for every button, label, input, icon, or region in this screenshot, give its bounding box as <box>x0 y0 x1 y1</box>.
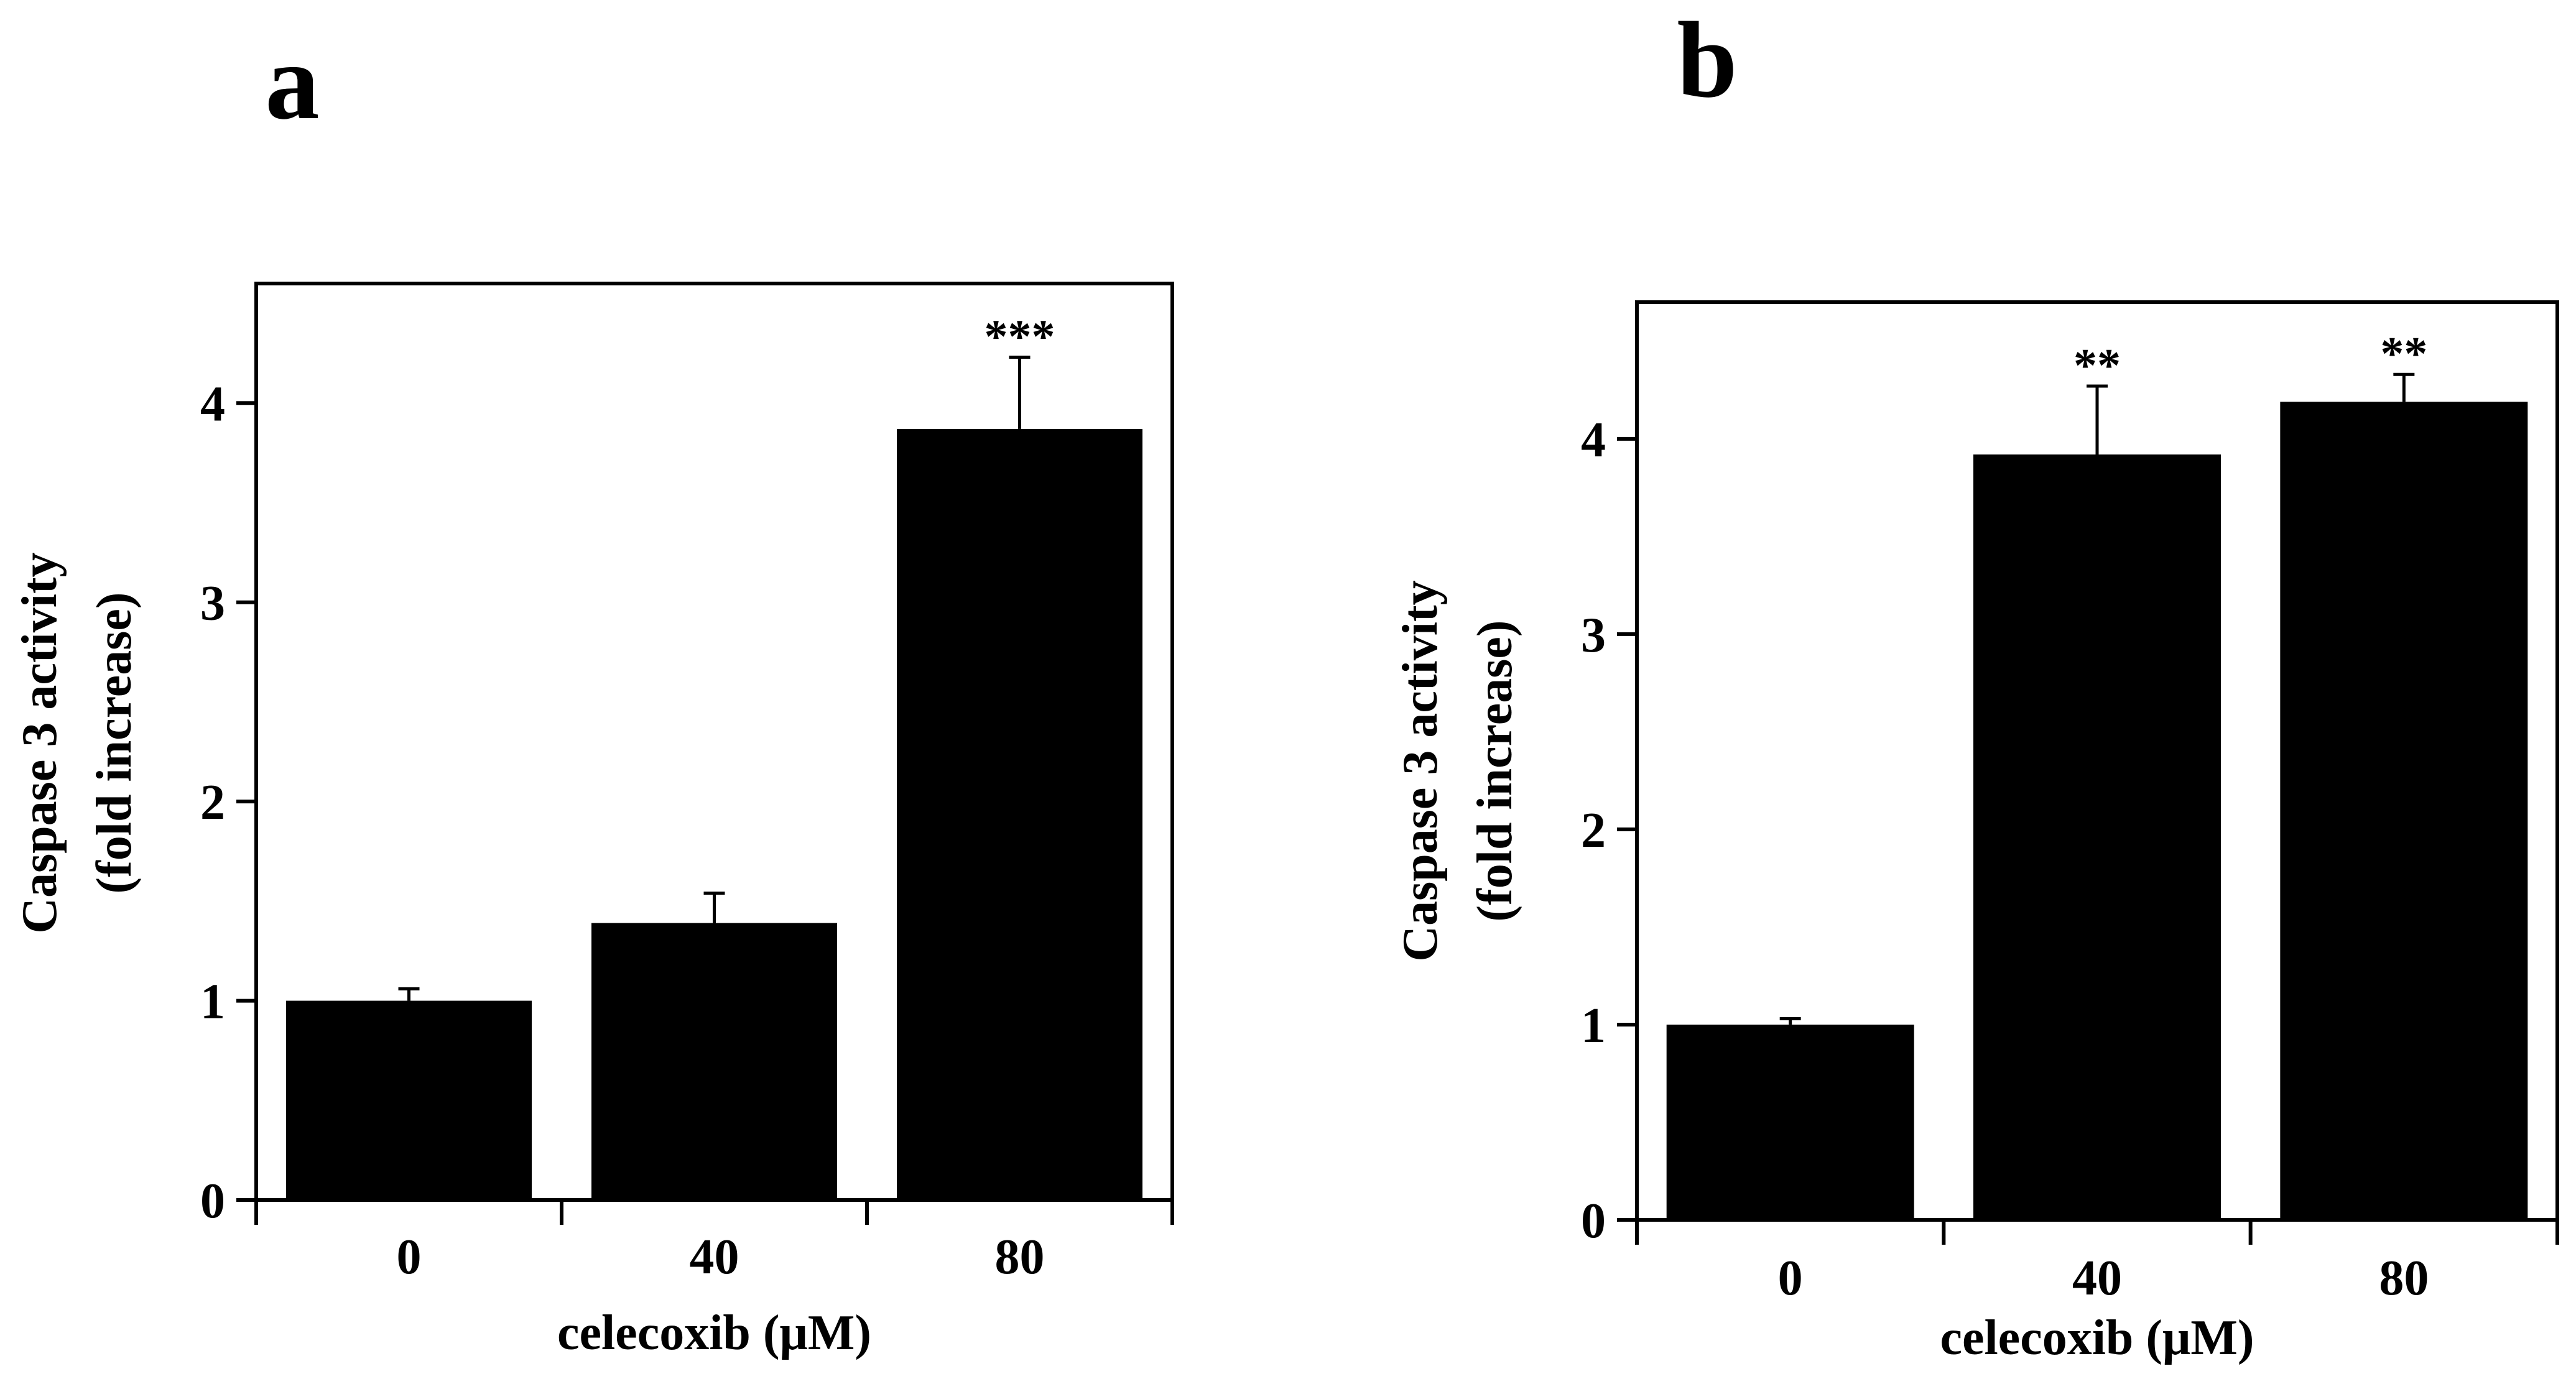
significance-marker: ** <box>2380 328 2427 380</box>
y-axis-label-units: (fold increase) <box>1468 620 1522 921</box>
x-tick-label: 80 <box>995 1230 1045 1285</box>
bar <box>1666 1024 1914 1220</box>
bar <box>286 1000 532 1200</box>
x-tick-label: 80 <box>2379 1251 2429 1306</box>
x-tick-label: 40 <box>2072 1251 2122 1306</box>
bar <box>1973 454 2221 1220</box>
y-tick-label: 4 <box>1581 413 1606 468</box>
y-tick-label: 1 <box>1581 999 1606 1053</box>
y-axis-label: Caspase 3 activity <box>1393 580 1448 961</box>
x-axis-label: celecoxib (μM) <box>1940 1311 2254 1365</box>
bar <box>591 923 837 1200</box>
y-axis-label: Caspase 3 activity <box>12 552 67 933</box>
y-tick-label: 2 <box>200 775 225 830</box>
y-tick-label: 1 <box>200 975 225 1030</box>
panel-label-b: b <box>1677 0 1737 120</box>
y-tick-label: 2 <box>1581 803 1606 858</box>
y-tick-label: 4 <box>200 377 225 431</box>
panel-label-a: a <box>265 21 320 142</box>
bar <box>2280 402 2528 1220</box>
y-axis-label-units: (fold increase) <box>87 592 142 893</box>
y-tick-label: 3 <box>200 576 225 631</box>
significance-marker: *** <box>985 311 1055 363</box>
significance-marker: ** <box>2073 339 2121 392</box>
y-tick-label: 3 <box>1581 608 1606 663</box>
y-tick-label: 0 <box>200 1174 225 1229</box>
x-axis-label: celecoxib (μM) <box>557 1306 871 1360</box>
x-tick-label: 0 <box>397 1230 422 1285</box>
x-tick-label: 40 <box>690 1230 739 1285</box>
x-tick-label: 0 <box>1778 1251 1803 1306</box>
y-tick-label: 0 <box>1581 1194 1606 1248</box>
bar <box>897 428 1142 1200</box>
